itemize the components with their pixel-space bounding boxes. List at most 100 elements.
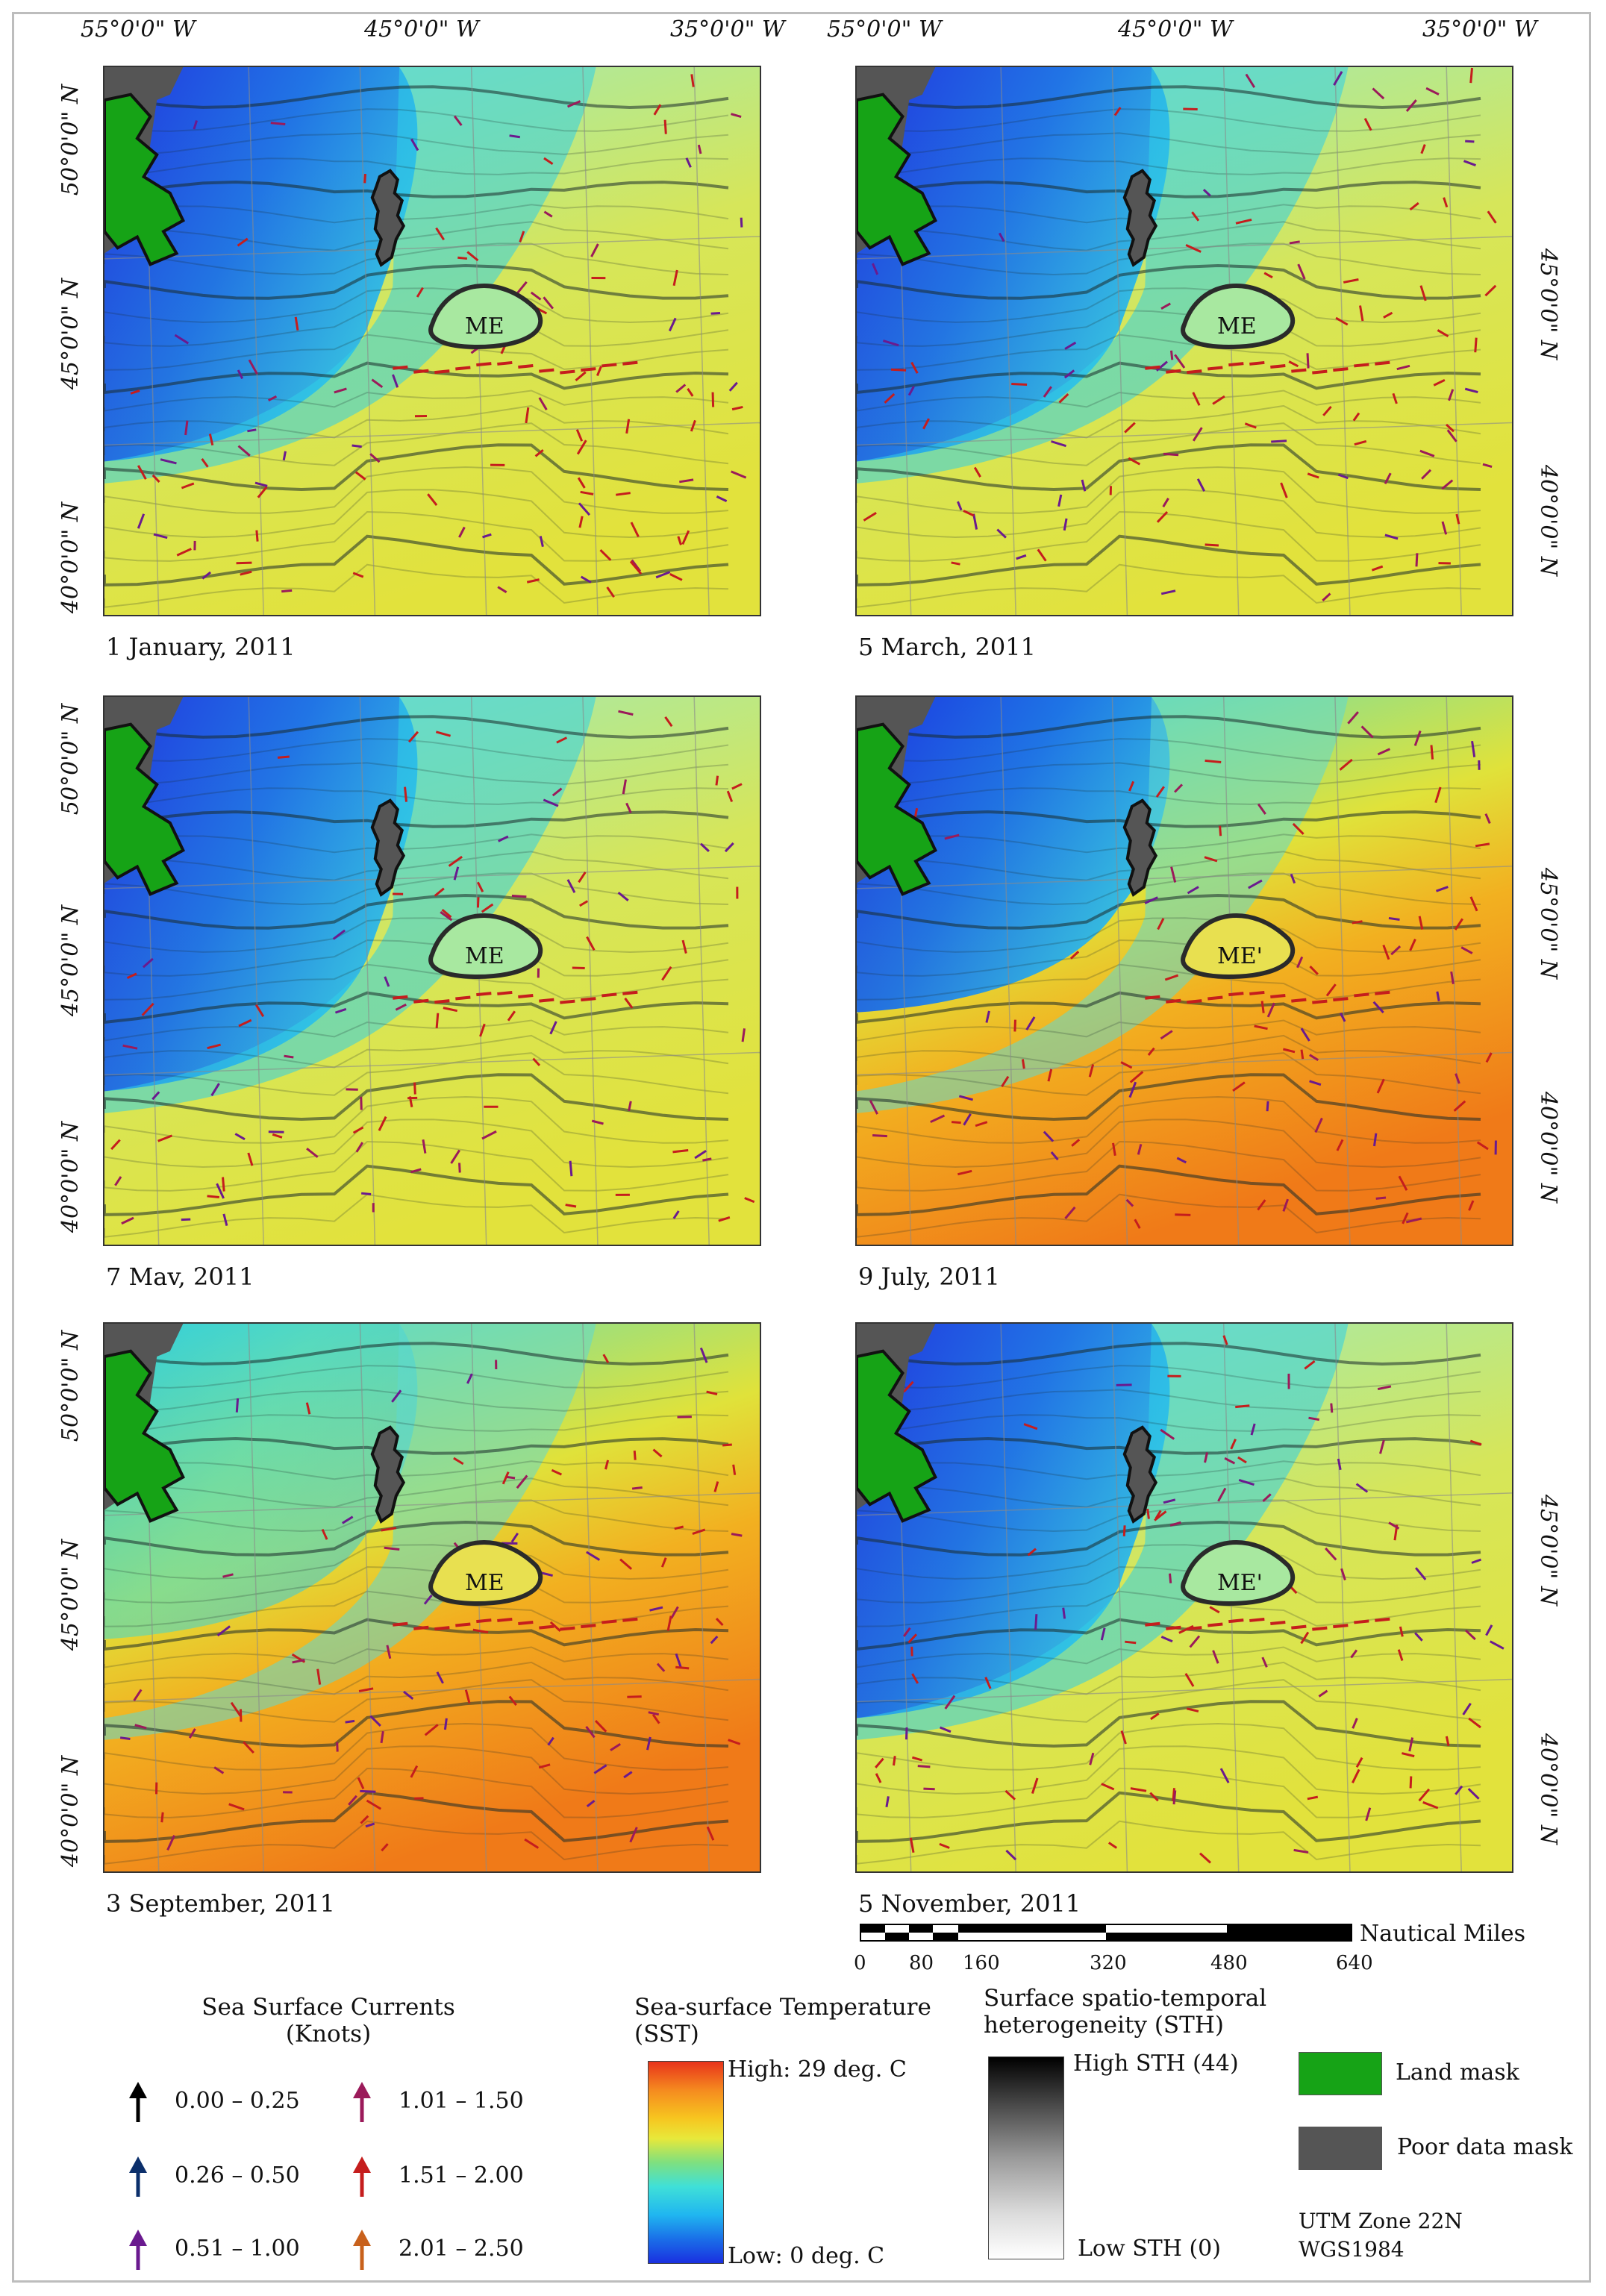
current-arrow — [1441, 479, 1454, 490]
current-arrow — [166, 1835, 175, 1851]
current-arrow — [413, 1082, 416, 1095]
current-arrow — [1199, 1852, 1212, 1864]
current-arrow — [1145, 1621, 1160, 1627]
current-arrow — [731, 470, 747, 479]
current-arrow — [1402, 1752, 1415, 1758]
lat-label-40n: 40°0'0" N — [57, 1755, 84, 1868]
current-arrow — [1322, 592, 1331, 602]
current-arrow — [560, 999, 575, 1004]
current-arrow — [443, 1007, 458, 1013]
current-arrow — [690, 74, 695, 87]
current-arrow — [1420, 144, 1426, 154]
current-arrow — [1337, 473, 1349, 480]
current-arrow — [351, 444, 362, 448]
current-arrow — [1021, 1059, 1025, 1069]
current-arrow — [623, 1771, 633, 1779]
current-arrow — [675, 1665, 690, 1670]
current-arrow — [1023, 1423, 1038, 1430]
current-arrow — [1154, 1510, 1162, 1519]
current-arrow — [668, 317, 677, 332]
current-arrow — [1296, 956, 1304, 969]
current-arrow — [552, 787, 563, 797]
current-speed-range: 0.51 – 1.00 — [175, 2236, 300, 2262]
current-arrow — [1064, 1206, 1076, 1219]
current-arrow — [625, 419, 631, 434]
current-arrow — [1016, 554, 1027, 560]
current-arrow — [457, 256, 468, 260]
lat-label-45n: 45°0'0" N — [57, 904, 84, 1017]
current-arrow — [381, 1843, 389, 1852]
current-arrow — [534, 448, 544, 457]
eddy-outline — [428, 1540, 543, 1606]
currents-legend-title-line1: Sea Surface Currents — [201, 1994, 455, 2021]
current-arrow — [569, 1160, 573, 1177]
current-arrow — [715, 775, 719, 786]
current-arrow — [160, 1812, 164, 1823]
current-speed-range: 1.01 – 1.50 — [399, 2088, 524, 2114]
current-arrow — [1409, 201, 1419, 211]
lon-label-55w: 55°0'0" W — [827, 16, 942, 43]
current-arrow — [1260, 1001, 1265, 1013]
current-arrow — [270, 122, 286, 126]
current-arrow — [566, 879, 576, 893]
current-arrow — [1443, 197, 1449, 208]
current-arrow — [1397, 1649, 1404, 1661]
scale-tick: 0 — [854, 1952, 866, 1974]
current-arrow — [1465, 1629, 1476, 1641]
current-arrow — [507, 1010, 516, 1022]
current-arrow — [476, 1618, 492, 1624]
land-mask-newfoundland — [857, 93, 937, 266]
sst-legend-title: Sea-surface Temperature (SST) — [634, 1994, 948, 2048]
current-arrow — [1384, 534, 1399, 540]
current-arrow — [944, 833, 960, 840]
current-arrow — [1187, 999, 1202, 1004]
panel-date-september: 3 September, 2011 — [106, 1889, 335, 1918]
current-arrow — [1312, 999, 1328, 1004]
current-arrow — [565, 1204, 577, 1208]
current-arrow — [1330, 1403, 1334, 1413]
current-arrow — [360, 1789, 376, 1793]
current-arrow — [1100, 1627, 1106, 1641]
current-arrow — [436, 1671, 444, 1684]
current-arrow — [1450, 971, 1455, 984]
current-arrow — [1172, 1790, 1177, 1805]
current-arrow — [332, 929, 346, 940]
current-arrow — [551, 1468, 563, 1476]
current-arrow — [247, 1152, 254, 1166]
current-arrow — [510, 1532, 519, 1543]
current-arrow — [222, 1213, 228, 1226]
current-arrow — [1392, 392, 1398, 404]
current-arrow — [423, 1594, 433, 1605]
current-arrow — [1307, 472, 1319, 479]
current-arrow — [1318, 1689, 1328, 1698]
current-arrow — [710, 312, 721, 315]
current-arrow — [1336, 1139, 1344, 1151]
panel-date-november: 5 November, 2011 — [858, 1889, 1081, 1918]
current-arrow — [1166, 369, 1181, 374]
current-arrow — [1212, 1650, 1219, 1664]
current-arrow — [586, 936, 596, 951]
current-arrow — [1463, 160, 1476, 166]
current-arrow — [153, 533, 168, 539]
current-arrow — [539, 368, 554, 373]
current-arrow — [1228, 1618, 1244, 1624]
current-arrow — [1437, 329, 1449, 338]
current-arrow — [716, 495, 728, 503]
current-arrow — [1339, 1013, 1346, 1022]
current-arrow — [580, 490, 594, 495]
current-arrow — [207, 1043, 221, 1050]
current-arrow — [1383, 311, 1393, 319]
current-arrow — [1350, 1649, 1358, 1659]
current-arrow — [1147, 1047, 1155, 1056]
current-arrow — [907, 1633, 918, 1644]
current-arrow — [403, 1690, 414, 1700]
current-arrow — [511, 895, 527, 898]
lon-label-55w: 55°0'0" W — [81, 16, 196, 43]
current-arrow — [1196, 478, 1206, 492]
current-arrow — [907, 386, 915, 396]
current-arrow — [699, 1347, 708, 1363]
eddy-label: ME — [465, 1570, 504, 1596]
current-arrow — [731, 1533, 743, 1537]
current-arrow — [1001, 1075, 1010, 1087]
current-arrow — [681, 530, 690, 545]
